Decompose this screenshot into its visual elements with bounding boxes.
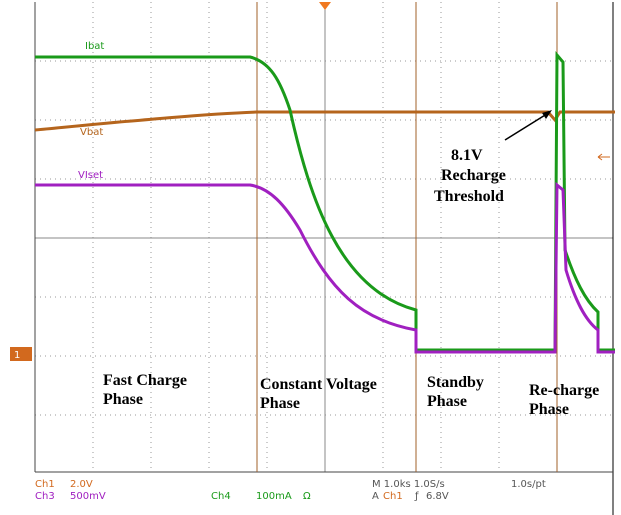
annotation: Threshold — [434, 188, 504, 205]
status: Ch3 — [35, 491, 55, 502]
phase-label: Phase — [529, 401, 569, 418]
trace-label: Vbat — [80, 127, 103, 138]
arrow-head — [542, 110, 552, 119]
status: 2.0V — [70, 479, 93, 490]
status: 500mV — [70, 491, 106, 502]
phase-label: Phase — [427, 393, 467, 410]
trace-label: VIset — [78, 170, 103, 181]
annotation: 8.1V — [451, 147, 483, 164]
arrow — [504, 111, 551, 141]
ch-marker — [10, 347, 32, 361]
viset-trace — [35, 181, 615, 354]
status: Ch1 — [383, 491, 403, 502]
trace-label: Ibat — [85, 41, 104, 52]
traces — [34, 50, 615, 354]
phase-label: Phase — [103, 391, 143, 408]
status: 1.0s/pt — [511, 479, 546, 490]
graticule — [34, 2, 614, 515]
phase-label: Re-charge — [529, 382, 599, 399]
status-bar: Ch1 2.0V Ch3 500mV Ch4 100mA Ω M 1.0ks 1… — [35, 479, 546, 502]
status: 6.8V — [426, 491, 449, 502]
vbat-trace — [34, 110, 615, 132]
status: ƒ — [414, 491, 419, 502]
phase-label: Phase — [260, 395, 300, 412]
level-marker — [597, 153, 610, 161]
status: Ch4 — [211, 491, 231, 502]
status: 100mA — [256, 491, 292, 502]
status: M 1.0ks 1.0S/s — [372, 479, 445, 490]
annotation: Recharge — [441, 167, 506, 184]
phase-label: Standby — [427, 374, 484, 391]
status: Ch1 — [35, 479, 55, 490]
ch-marker-label: 1 — [14, 350, 20, 361]
phase-label: Constant Voltage — [260, 376, 377, 393]
status: Ω — [303, 491, 311, 502]
ibat-trace — [35, 50, 615, 352]
status: A — [372, 491, 379, 502]
phase-label: Fast Charge — [103, 372, 187, 389]
